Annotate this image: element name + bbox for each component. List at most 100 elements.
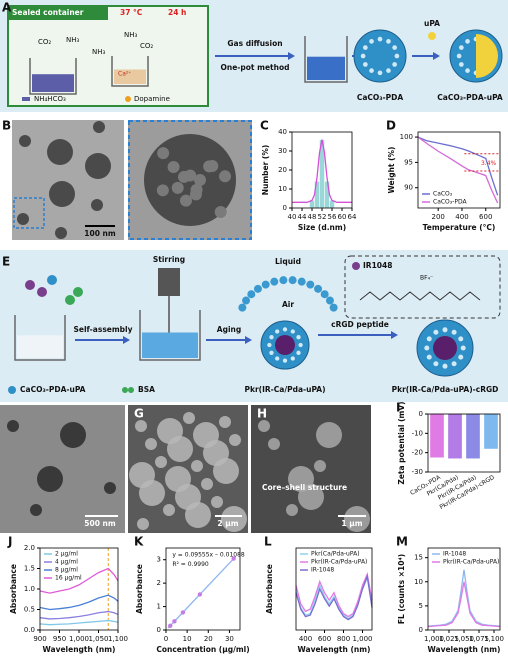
label: 1 µm: [341, 519, 362, 528]
legend-text: CaCO₃-PDA: [433, 199, 467, 206]
label: CaCO₃-PDA: [357, 93, 404, 102]
pore: [296, 335, 301, 340]
arrow-head: [288, 52, 295, 60]
label: Pkr(IR-Ca/Pda-uPA): [244, 385, 325, 394]
pore: [394, 53, 400, 59]
x-tick-label: 10: [183, 635, 192, 643]
panel-label: A: [2, 1, 12, 15]
panel-label: B: [2, 119, 11, 133]
particle: [211, 496, 223, 508]
point: [231, 556, 236, 561]
label: 2 µm: [217, 519, 238, 528]
x-tick-label: 1,000: [424, 635, 444, 643]
zoom-frame: [128, 120, 252, 240]
particle: [155, 456, 167, 468]
legend-text: Pkr(IR-Ca/Pda-uPA): [443, 559, 499, 566]
particle: [93, 121, 105, 133]
x-axis-label: Wavelength (nm): [428, 645, 501, 654]
y-axis-label: FL (counts ×10⁴): [397, 554, 406, 624]
label: 100 nm: [84, 229, 116, 238]
arrow-head: [391, 331, 398, 339]
particle: [104, 482, 116, 494]
caco3-pda: [353, 29, 407, 83]
point: [197, 592, 203, 597]
pore: [369, 68, 374, 73]
line: [39, 567, 119, 594]
particle: [47, 139, 73, 165]
plot-frame: [417, 131, 501, 209]
plot-frame: [165, 547, 241, 631]
particle: [201, 478, 213, 490]
label: Air: [282, 300, 294, 309]
pore: [275, 356, 280, 361]
x-tick-label: 600: [479, 213, 492, 221]
pore: [203, 160, 216, 173]
x-axis-label: Concentration (µg/ml): [156, 645, 249, 654]
droplet: [238, 303, 247, 312]
y-axis-label: Zeta potential (mV): [397, 401, 406, 484]
pore: [184, 169, 197, 182]
droplet: [253, 284, 262, 293]
droplet: [279, 276, 288, 285]
point: [180, 610, 186, 615]
y-tick-label: 2.0: [24, 544, 35, 552]
particle: [185, 502, 211, 528]
plot-frame: [427, 413, 501, 473]
panel-label: J: [7, 535, 12, 549]
droplet: [325, 296, 334, 305]
particle: [30, 504, 42, 516]
pore: [214, 205, 227, 218]
x-tick-label: 1,000: [69, 635, 89, 643]
bar: [430, 414, 444, 458]
pore: [460, 345, 466, 351]
nh4hco3-icon: [22, 97, 30, 101]
x-tick-label: 1,075: [469, 635, 489, 643]
legend-text: IR-1048: [311, 567, 334, 574]
pore: [363, 62, 368, 67]
bar: [484, 414, 498, 449]
particle: [258, 420, 270, 432]
pore: [465, 68, 470, 73]
beaker-liquid: [142, 332, 198, 358]
y-tick-label: 3: [157, 556, 161, 564]
pore: [298, 342, 303, 348]
droplet: [329, 303, 338, 312]
y-tick-label: 20: [278, 166, 287, 174]
legend-text: Pkr(Ca/Pda-uPA): [311, 551, 360, 558]
y-axis-label: Weight (%): [387, 147, 396, 194]
y-axis-label: Absorbance: [135, 564, 144, 614]
particle: [135, 420, 147, 432]
x-tick-label: 1,100: [108, 635, 128, 643]
particle: [137, 518, 149, 530]
pore: [426, 354, 432, 360]
x-tick-label: 0: [164, 635, 168, 643]
label: CaCO₃-PDA-uPA: [20, 385, 86, 394]
annotation: y = 0.09555x – 0.01088: [172, 552, 245, 559]
pore: [377, 70, 383, 76]
pore: [269, 335, 274, 340]
zoom-box: [13, 197, 45, 229]
y-tick-label: 1.5: [24, 565, 35, 573]
x-tick-label: 1,000: [352, 635, 372, 643]
y-tick-label: 30: [278, 147, 287, 155]
fit-curve: [292, 139, 352, 203]
bar: [448, 414, 462, 459]
particle: [145, 438, 157, 450]
stirrer: [158, 268, 180, 296]
gas-label: NH₃: [92, 48, 106, 56]
component: [25, 280, 35, 290]
legend-text: 8 µg/ml: [55, 567, 78, 574]
dye-icon: [352, 262, 360, 270]
beaker: [111, 56, 149, 87]
label: Aging: [217, 325, 241, 334]
particle: [344, 506, 370, 532]
label: One-pot method: [221, 63, 290, 72]
arrow-head: [123, 336, 130, 344]
annotation: Core–shell structure: [262, 483, 347, 492]
legend-text: 16 µg/ml: [55, 575, 82, 582]
core: [275, 335, 295, 355]
particle: [191, 460, 203, 472]
pore: [451, 329, 457, 335]
arrow-head: [245, 336, 252, 344]
upa-dot: [428, 32, 436, 40]
